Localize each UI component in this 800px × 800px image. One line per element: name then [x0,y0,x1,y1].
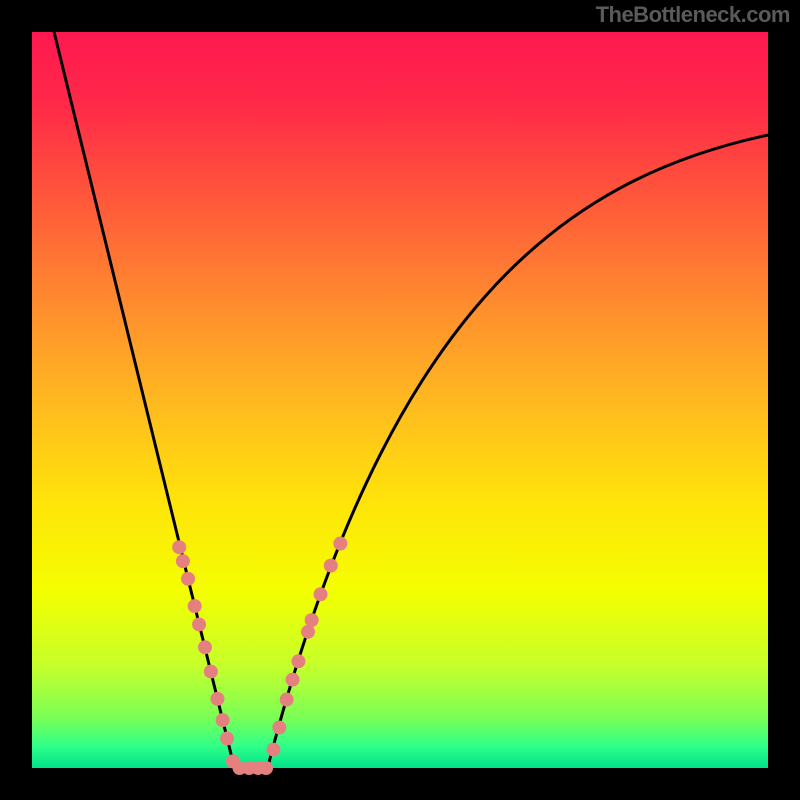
watermark-text: TheBottleneck.com [596,2,790,28]
data-dot [172,540,186,554]
data-dot [280,693,294,707]
data-dot [216,713,230,727]
data-dot [314,587,328,601]
data-dot [286,673,300,687]
data-dot [291,654,305,668]
data-dot [324,559,338,573]
data-dot [210,692,224,706]
data-dot [305,613,319,627]
data-dot [220,732,234,746]
data-dot [181,572,195,586]
data-dot [259,761,273,775]
data-dot [176,554,190,568]
gradient-background [32,32,768,768]
data-dot [204,665,218,679]
data-dot [192,617,206,631]
bottleneck-chart [0,0,800,800]
data-dot [333,537,347,551]
data-dot [272,721,286,735]
data-dot [198,640,212,654]
data-dot [188,599,202,613]
data-dot [266,743,280,757]
